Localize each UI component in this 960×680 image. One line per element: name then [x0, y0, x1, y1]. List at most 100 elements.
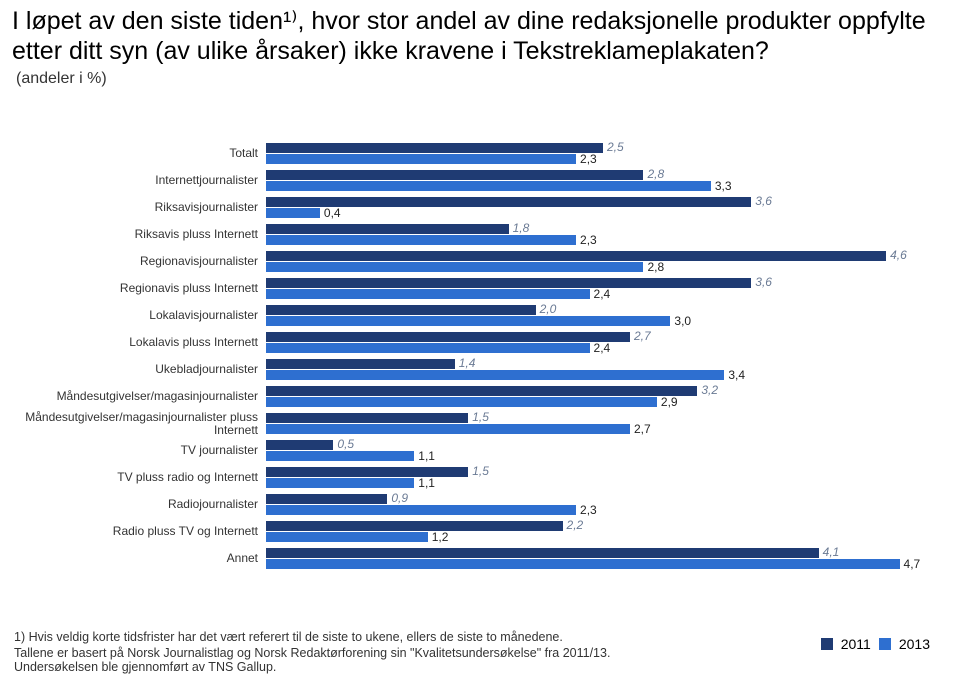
bar-2013 [266, 208, 320, 218]
footer: 1) Hvis veldig korte tidsfrister har det… [14, 630, 946, 674]
value-label-2011: 1,5 [472, 410, 489, 424]
bar-2011 [266, 494, 387, 504]
value-label-2013: 1,1 [418, 476, 435, 490]
bar-2011 [266, 170, 643, 180]
category-label: Annet [16, 552, 266, 565]
category-label: Radiojournalister [16, 498, 266, 511]
value-label-2011: 1,4 [459, 356, 476, 370]
category-label: TV journalister [16, 444, 266, 457]
bar-group: 1,82,3 [266, 221, 940, 248]
bar-group: 3,6 2,4 [266, 275, 940, 302]
chart-row: Måndesutgivelser/magasinjournalister 3,2 2… [16, 383, 940, 410]
bar-2013 [266, 478, 414, 488]
bar-2011 [266, 332, 630, 342]
value-label-2013: 2,3 [580, 233, 597, 247]
category-label: Totalt [16, 147, 266, 160]
bar-2011 [266, 143, 603, 153]
bar-group: 2,83,3 [266, 167, 940, 194]
category-label: Regionavis pluss Internett [16, 282, 266, 295]
chart-row: Måndesutgivelser/magasinjournalister plu… [16, 410, 940, 437]
value-label-2013: 2,8 [647, 260, 664, 274]
value-label-2011: 2,2 [567, 518, 584, 532]
chart-row: Ukebladjournalister 1,4 3,4 [16, 356, 940, 383]
value-label-2011: 1,5 [472, 464, 489, 478]
footnote-2: Tallene er basert på Norsk Journalistlag… [14, 646, 946, 660]
category-label: Måndesutgivelser/magasinjournalister [16, 390, 266, 403]
bar-2013 [266, 289, 590, 299]
category-label: Internettjournalister [16, 174, 266, 187]
bar-2011 [266, 413, 468, 423]
bar-group: 1,5 2,7 [266, 410, 940, 437]
bar-2013 [266, 424, 630, 434]
bar-group: 1,4 3,4 [266, 356, 940, 383]
category-label: Ukebladjournalister [16, 363, 266, 376]
value-label-2011: 3,6 [755, 275, 772, 289]
value-label-2013: 2,9 [661, 395, 678, 409]
bar-2011 [266, 386, 697, 396]
chart-row: Radiojournalister 0,9 2,3 [16, 491, 940, 518]
bar-2011 [266, 305, 536, 315]
category-label: Radio pluss TV og Internett [16, 525, 266, 538]
value-label-2013: 0,4 [324, 206, 341, 220]
category-label: Lokalavisjournalister [16, 309, 266, 322]
chart-row: Radio pluss TV og Internett 2,2 1,2 [16, 518, 940, 545]
bar-2013 [266, 316, 670, 326]
value-label-2011: 3,2 [701, 383, 718, 397]
chart-row: Totalt 2,5 2,3 [16, 140, 940, 167]
bar-group: 3,2 2,9 [266, 383, 940, 410]
bar-group: 2,03,0 [266, 302, 940, 329]
value-label-2011: 0,9 [391, 491, 408, 505]
value-label-2013: 3,4 [728, 368, 745, 382]
chart-row: Riksavisjournalister3,60,4 [16, 194, 940, 221]
chart-row: Annet 4,1 4,7 [16, 545, 940, 572]
value-label-2013: 2,3 [580, 503, 597, 517]
bar-group: 4,1 4,7 [266, 545, 940, 572]
value-label-2013: 3,0 [674, 314, 691, 328]
value-label-2011: 2,5 [607, 140, 624, 154]
value-label-2013: 4,7 [904, 557, 921, 571]
bar-group: 2,5 2,3 [266, 140, 940, 167]
value-label-2011: 4,1 [823, 545, 840, 559]
category-label: Måndesutgivelser/magasinjournalister plu… [16, 411, 266, 436]
value-label-2011: 4,6 [890, 248, 907, 262]
value-label-2011: 2,7 [634, 329, 651, 343]
footnote-1: 1) Hvis veldig korte tidsfrister har det… [14, 630, 946, 644]
chart-row: Lokalavis pluss Internett2,72,4 [16, 329, 940, 356]
bar-2013 [266, 262, 643, 272]
chart-row: Internettjournalister2,83,3 [16, 167, 940, 194]
footnote-3: Undersøkelsen ble gjennomført av TNS Gal… [14, 660, 946, 674]
chart-row: TV pluss radio og Internett 1,5 1,1 [16, 464, 940, 491]
page-title: I løpet av den siste tiden¹⁾, hvor stor … [0, 0, 960, 66]
value-label-2013: 2,3 [580, 152, 597, 166]
value-label-2013: 2,4 [594, 287, 611, 301]
chart-row: Riksavis pluss Internett1,82,3 [16, 221, 940, 248]
bar-2013 [266, 343, 590, 353]
bar-2013 [266, 154, 576, 164]
bar-2011 [266, 521, 563, 531]
bar-2013 [266, 235, 576, 245]
value-label-2013: 1,1 [418, 449, 435, 463]
bar-2013 [266, 397, 657, 407]
bar-2011 [266, 548, 819, 558]
value-label-2013: 3,3 [715, 179, 732, 193]
bar-2011 [266, 278, 751, 288]
chart-row: TV journalister0,51,1 [16, 437, 940, 464]
bar-group: 1,5 1,1 [266, 464, 940, 491]
bar-2013 [266, 451, 414, 461]
bar-group: 0,9 2,3 [266, 491, 940, 518]
value-label-2013: 1,2 [432, 530, 449, 544]
bar-2013 [266, 505, 576, 515]
category-label: Regionavisjournalister [16, 255, 266, 268]
bar-2013 [266, 532, 428, 542]
category-label: Riksavisjournalister [16, 201, 266, 214]
bar-2011 [266, 359, 455, 369]
value-label-2013: 2,4 [594, 341, 611, 355]
bar-group: 4,6 2,8 [266, 248, 940, 275]
value-label-2013: 2,7 [634, 422, 651, 436]
category-label: TV pluss radio og Internett [16, 471, 266, 484]
category-label: Riksavis pluss Internett [16, 228, 266, 241]
bar-group: 2,2 1,2 [266, 518, 940, 545]
bar-group: 3,60,4 [266, 194, 940, 221]
bar-group: 2,7 2,4 [266, 329, 940, 356]
bar-2011 [266, 251, 886, 261]
